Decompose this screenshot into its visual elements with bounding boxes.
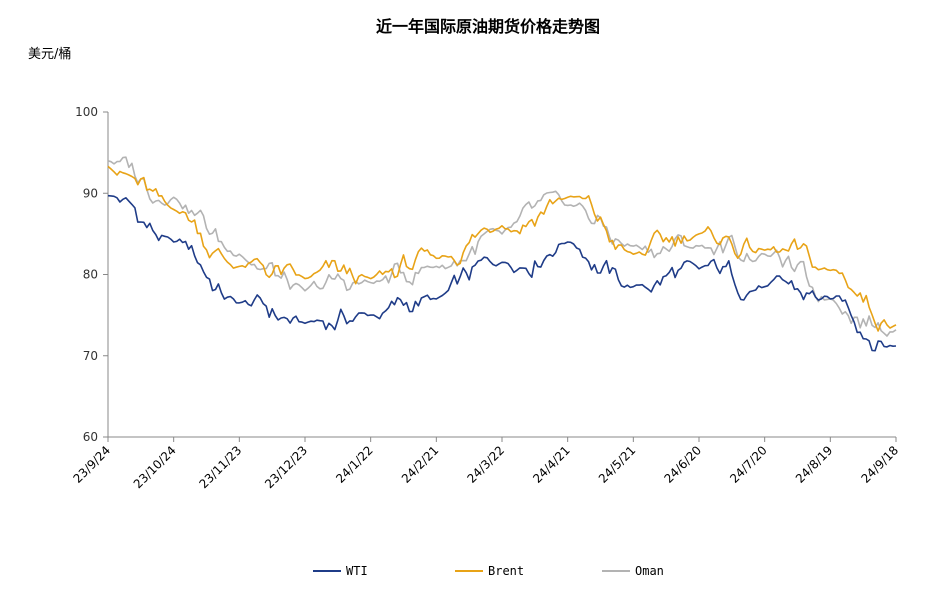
x-tick-label: 23/12/23	[262, 443, 310, 491]
y-tick-label: 80	[83, 268, 98, 282]
legend-label-wti: WTI	[346, 564, 368, 578]
chart-title: 近一年国际原油期货价格走势图	[376, 17, 600, 36]
x-tick-label: 23/11/23	[196, 443, 244, 491]
x-tick-label: 23/10/24	[131, 443, 179, 491]
y-tick-label: 70	[83, 349, 98, 363]
y-axis-unit: 美元/桶	[28, 47, 71, 62]
legend-label-oman: Oman	[635, 564, 664, 578]
series-line-brent	[107, 165, 897, 332]
legend-label-brent: Brent	[488, 564, 524, 578]
x-tick-label: 24/2/21	[399, 443, 442, 486]
x-tick-label: 24/6/20	[662, 443, 705, 486]
x-tick-label: 24/9/18	[859, 443, 902, 486]
series-line-oman	[107, 156, 897, 337]
series-line-wti	[107, 194, 897, 352]
x-tick-label: 24/7/20	[727, 443, 770, 486]
x-axis: 23/9/24 23/10/24 23/11/23 23/12/23 24/1/22 24…	[71, 436, 902, 491]
x-tick-label: 24/5/21	[596, 443, 639, 486]
y-axis: 60 70 80 90 100	[75, 105, 109, 444]
y-tick-label: 100	[75, 105, 98, 119]
x-tick-label: 24/1/22	[333, 443, 376, 486]
y-tick-label: 90	[83, 186, 98, 200]
x-tick-label: 23/9/24	[71, 443, 114, 486]
x-tick-label: 24/4/21	[530, 443, 573, 486]
y-tick-label: 60	[83, 430, 98, 444]
x-tick-label: 24/8/19	[793, 443, 836, 486]
series-layer	[107, 156, 897, 352]
x-tick-label: 24/3/22	[465, 443, 508, 486]
legend: WTI Brent Oman	[313, 564, 664, 578]
